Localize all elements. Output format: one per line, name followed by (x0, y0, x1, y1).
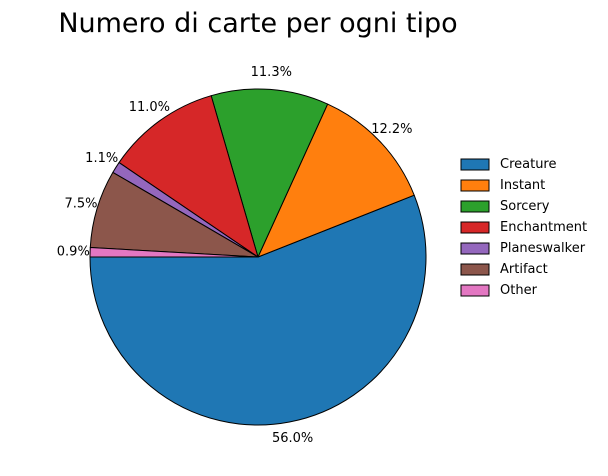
legend-label-artifact: Artifact (500, 262, 548, 277)
legend-swatch-planeswalker (460, 242, 490, 255)
legend-label-other: Other (500, 283, 538, 298)
percent-label-artifact: 7.5% (64, 196, 97, 211)
legend-swatch-other (460, 284, 490, 297)
pie-slice-sorcery (210, 88, 329, 258)
pie-wedges (89, 88, 427, 426)
chart-title: Numero di carte per ogni tipo (58, 8, 457, 39)
legend-swatch-enchantment (460, 221, 490, 234)
legend: Creature Instant Sorcery Enchantment Planesw… (460, 157, 587, 298)
legend-swatch-creature (460, 158, 490, 171)
percent-label-planeswalker: 1.1% (85, 151, 118, 166)
pie-slice-other (89, 247, 259, 258)
percent-label-sorcery: 11.3% (251, 65, 292, 80)
legend-swatch-sorcery (460, 200, 490, 213)
legend-label-enchantment: Enchantment (500, 220, 587, 235)
legend-label-sorcery: Sorcery (500, 199, 550, 214)
pie-slice-enchantment (118, 95, 259, 258)
percent-label-other: 0.9% (57, 244, 90, 259)
percent-labels: 56.0% 12.2% 11.3% 11.0% 1.1% 7.5% 0.9% (57, 65, 413, 446)
legend-label-instant: Instant (500, 178, 545, 193)
pie-slice-creature (89, 194, 427, 426)
legend-swatch-instant (460, 179, 490, 192)
legend-swatch-artifact (460, 263, 490, 276)
percent-label-enchantment: 11.0% (129, 100, 170, 115)
legend-label-planeswalker: Planeswalker (500, 241, 586, 256)
legend-label-creature: Creature (500, 157, 557, 172)
percent-label-creature: 56.0% (272, 431, 313, 446)
pie-slice-instant (257, 103, 415, 258)
percent-label-instant: 12.2% (371, 122, 412, 137)
